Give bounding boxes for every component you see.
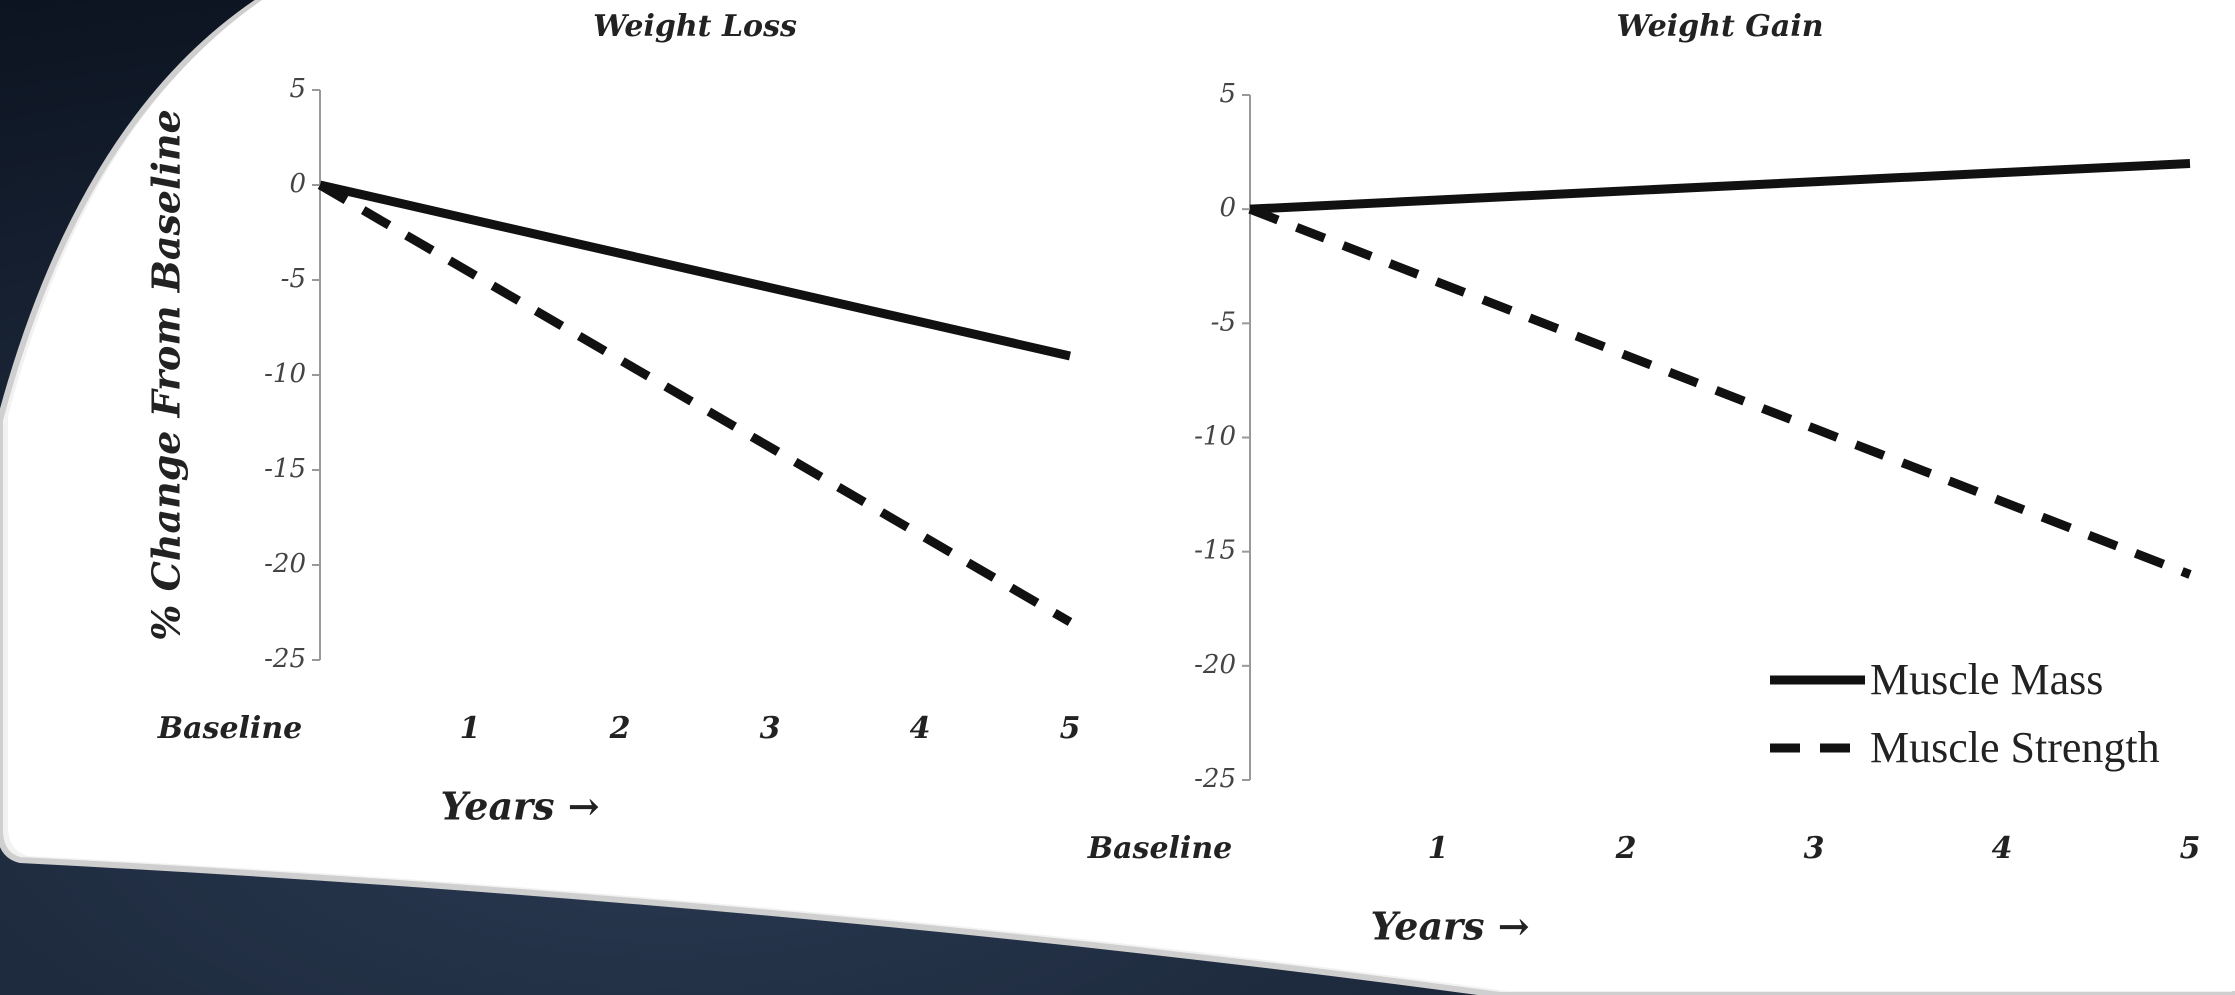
y-tick-label: -5 [281, 264, 306, 294]
x-tick-label: 4 [1992, 831, 2013, 866]
y-tick-label: -10 [1194, 422, 1236, 452]
x-tick-label: 4 [910, 711, 931, 746]
x-axis-label: Years → [1370, 904, 1529, 949]
slide: Weight Loss 5 0 -5 -10 -15 -20 -25 Baseline 1 2 3 4 5… [0, 0, 2235, 995]
x-tick-label: 1 [1428, 831, 1449, 866]
x-tick-label: 3 [1804, 831, 1825, 866]
y-tick-label: 5 [289, 74, 306, 104]
x-tick-label: 5 [2180, 831, 2201, 866]
legend-label: Muscle Strength [1870, 723, 2160, 772]
x-axis-label: Years → [440, 784, 599, 829]
y-tick-label: -15 [264, 454, 306, 484]
y-tick-label: -20 [1194, 650, 1236, 680]
y-tick-label: -15 [1194, 536, 1236, 566]
y-tick-label: -25 [1194, 764, 1236, 794]
x-tick-label: 1 [460, 711, 481, 746]
x-tick-label: Baseline [1087, 831, 1232, 866]
chart-title: Weight Loss [593, 9, 797, 44]
x-tick-label: Baseline [157, 711, 302, 746]
y-tick-label: -10 [264, 359, 306, 389]
x-tick-label: 5 [1060, 711, 1081, 746]
x-tick-label: 2 [609, 711, 631, 746]
x-tick-label: 3 [760, 711, 781, 746]
chart-title: Weight Gain [1616, 9, 1823, 44]
y-tick-label: -5 [1211, 307, 1236, 337]
y-axis-label: % Change From Baseline [144, 109, 189, 641]
y-tick-label: 0 [289, 169, 306, 199]
x-tick-label: 2 [1615, 831, 1637, 866]
y-tick-label: -25 [264, 644, 306, 674]
legend-label: Muscle Mass [1870, 655, 2103, 704]
y-tick-label: 5 [1219, 79, 1236, 109]
y-tick-label: -20 [264, 549, 306, 579]
y-tick-label: 0 [1219, 193, 1236, 223]
